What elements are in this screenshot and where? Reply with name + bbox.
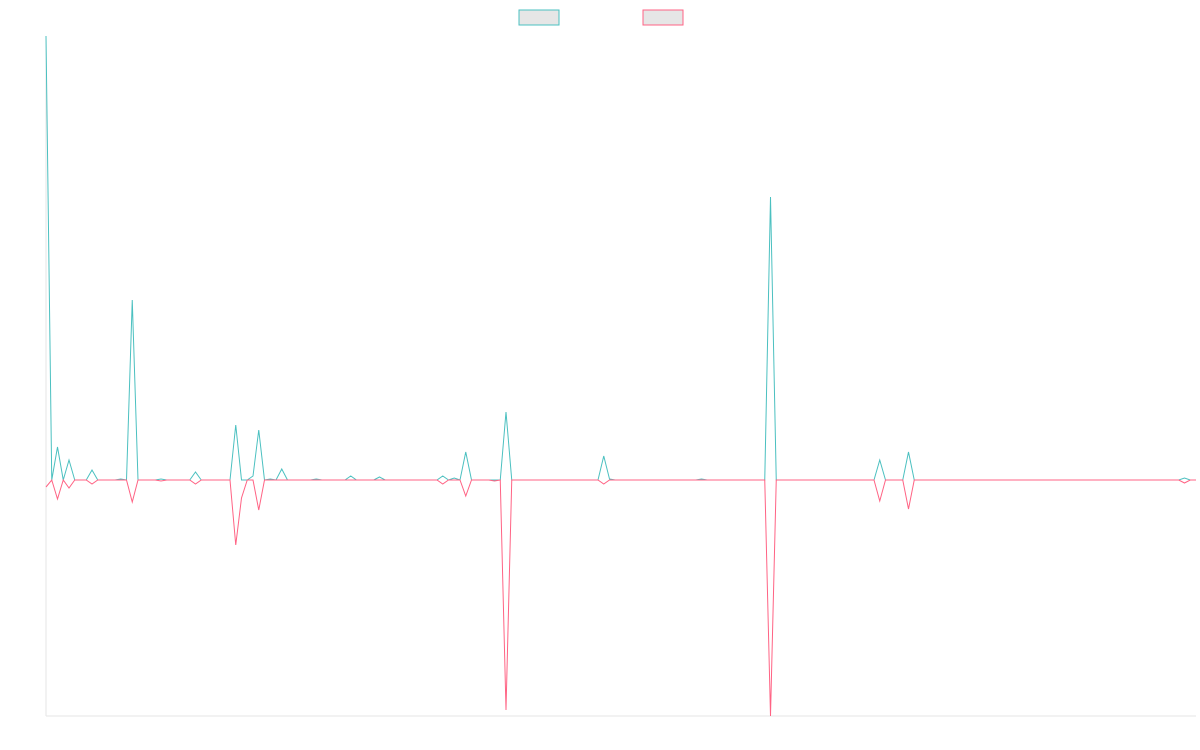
series-line bbox=[45, 478, 1196, 717]
legend-swatch bbox=[642, 9, 684, 26]
series-line bbox=[45, 35, 1196, 481]
legend-swatch bbox=[518, 9, 560, 26]
